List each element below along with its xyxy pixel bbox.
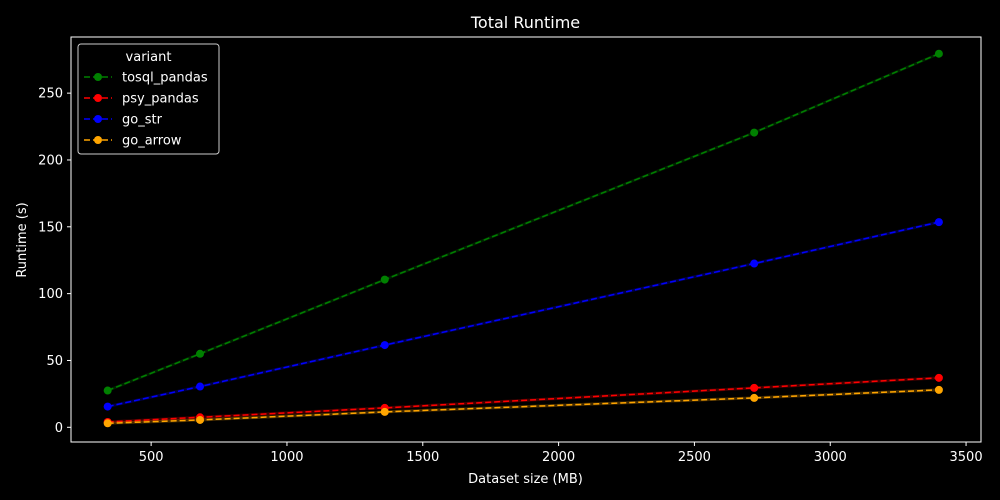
data-point-tosql_pandas — [934, 49, 943, 58]
x-tick-label: 2000 — [542, 450, 575, 465]
y-axis-label: Runtime (s) — [15, 202, 30, 277]
legend-marker-psy_pandas — [94, 94, 102, 102]
y-tick-label: 150 — [38, 220, 63, 235]
legend-title: variant — [126, 50, 172, 65]
data-point-go_arrow — [196, 415, 205, 424]
x-tick-label: 1500 — [406, 450, 439, 465]
legend-label-psy_pandas: psy_pandas — [122, 92, 199, 107]
x-tick-label: 2500 — [678, 450, 711, 465]
y-tick-label: 50 — [46, 354, 63, 369]
x-tick-label: 3500 — [950, 450, 983, 465]
plot-area: 500 1000 1500 2000 2500 3000 3500 0 50 100 150 200 2… — [38, 36, 983, 465]
data-point-go_str — [380, 341, 389, 350]
y-tick-label: 250 — [38, 87, 63, 102]
chart-title: Total Runtime — [470, 13, 580, 32]
legend-marker-go_arrow — [94, 136, 102, 144]
data-point-go_arrow — [103, 419, 112, 428]
data-point-tosql_pandas — [196, 349, 205, 358]
data-point-psy_pandas — [934, 373, 943, 382]
x-tick-label: 500 — [139, 450, 164, 465]
legend-frame — [77, 43, 220, 155]
legend-marker-tosql_pandas — [94, 73, 102, 81]
series-band-tosql_pandas — [107, 52, 939, 393]
legend-label-go_str: go_str — [122, 113, 163, 128]
data-point-go_str — [103, 402, 112, 411]
y-tick-label: 0 — [55, 421, 63, 436]
data-point-tosql_pandas — [750, 128, 759, 137]
data-point-tosql_pandas — [380, 275, 389, 284]
legend-label-tosql_pandas: tosql_pandas — [122, 71, 208, 86]
data-point-go_arrow — [934, 385, 943, 394]
data-point-go_str — [196, 382, 205, 391]
data-point-psy_pandas — [750, 383, 759, 392]
data-point-go_arrow — [750, 393, 759, 402]
data-point-go_str — [934, 218, 943, 227]
data-point-go_str — [750, 259, 759, 268]
y-tick-label: 100 — [38, 287, 63, 302]
legend: variant tosql_pandas psy_pandas go_str go_a… — [77, 43, 220, 155]
y-tick-label: 200 — [38, 153, 63, 168]
x-axis-label: Dataset size (MB) — [468, 472, 583, 487]
x-tick-label: 3000 — [814, 450, 847, 465]
x-tick-label: 1000 — [270, 450, 303, 465]
legend-label-go_arrow: go_arrow — [122, 134, 182, 149]
axes-frame — [70, 36, 982, 443]
data-point-go_arrow — [380, 407, 389, 416]
data-point-tosql_pandas — [103, 386, 112, 395]
legend-marker-go_str — [94, 115, 102, 123]
